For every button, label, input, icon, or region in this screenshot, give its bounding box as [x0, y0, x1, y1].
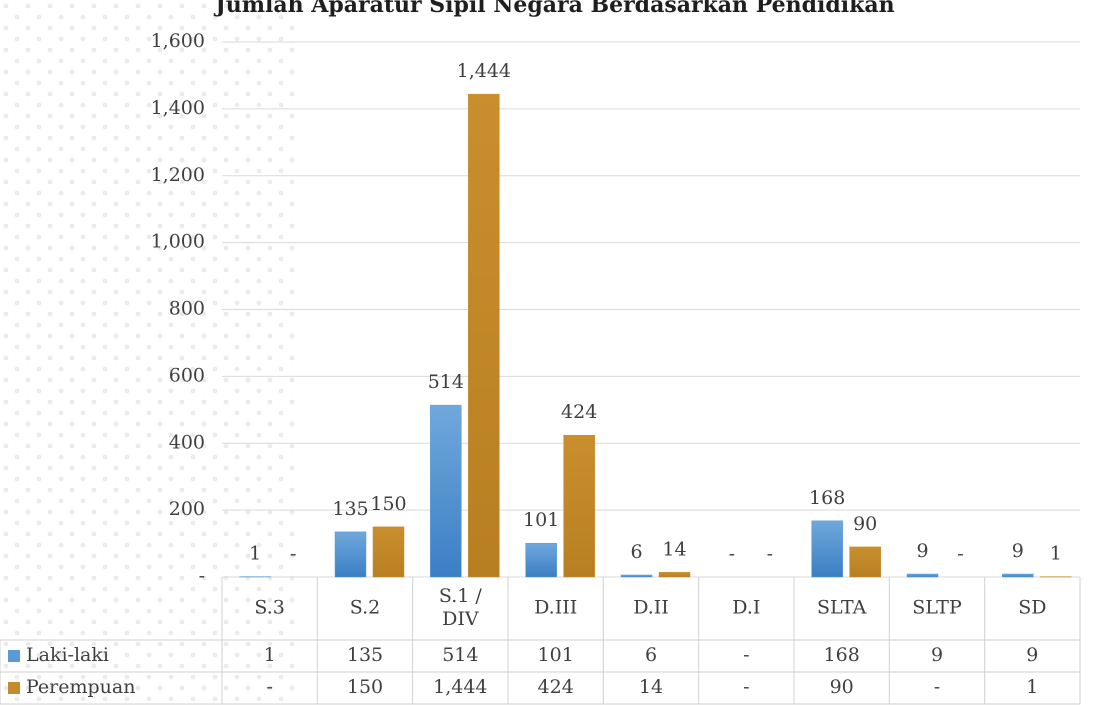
x-tick-label: SD [1018, 597, 1046, 619]
data-label: 1 [249, 543, 261, 565]
legend-swatch [8, 682, 20, 694]
bar [468, 93, 500, 578]
y-tick-label: 400 [169, 431, 205, 453]
y-tick-label: 1,400 [151, 97, 205, 119]
legend-swatch [8, 650, 20, 662]
bar [620, 574, 653, 578]
bar [334, 531, 367, 578]
bar [849, 546, 881, 578]
bar [563, 434, 595, 578]
y-tick-label: 1,200 [151, 164, 205, 186]
legend-label: Perempuan [26, 676, 135, 698]
table-cell: - [743, 676, 749, 698]
legend-label: Laki-laki [26, 644, 109, 666]
y-tick-label: 1,000 [151, 231, 205, 253]
data-label: 514 [428, 371, 464, 393]
data-label: 135 [332, 498, 368, 520]
data-label: 9 [916, 540, 928, 562]
bar [811, 520, 843, 578]
data-label: 150 [370, 493, 406, 515]
table-cell: - [266, 676, 272, 698]
x-tick-label: D.III [534, 597, 577, 619]
y-tick-label: 200 [169, 498, 205, 520]
bar [525, 542, 557, 578]
table-cell: 6 [645, 644, 657, 666]
data-label: 14 [662, 538, 686, 560]
data-label: 1,444 [457, 60, 511, 82]
y-tick-label: 800 [169, 298, 205, 320]
x-tick-label: D.II [633, 597, 669, 619]
data-label: - [729, 543, 735, 565]
y-tick-label: 600 [169, 364, 205, 386]
data-label: 6 [630, 541, 642, 563]
x-tick-label: S.2 [350, 597, 380, 619]
table-cell: 1,444 [433, 676, 487, 698]
table-cell: 90 [830, 676, 854, 698]
table-cell: 168 [824, 644, 860, 666]
table-cell: 101 [538, 644, 574, 666]
table-cell: - [743, 644, 749, 666]
table-cell: 1 [1026, 676, 1038, 698]
x-tick-label: S.1 /DIV [439, 585, 483, 630]
bar [372, 526, 405, 578]
data-label: 101 [523, 509, 559, 531]
table-cell: - [934, 676, 940, 698]
table-cell: 514 [442, 644, 478, 666]
table-cell: 9 [931, 644, 943, 666]
y-tick-label: 1,600 [151, 30, 205, 52]
background-dots [0, 0, 300, 706]
x-tick-label: D.I [732, 597, 760, 619]
data-label: 90 [853, 513, 877, 535]
y-tick-label: - [199, 565, 205, 587]
data-label: - [767, 543, 773, 565]
data-label: 9 [1012, 540, 1024, 562]
bar [658, 572, 691, 578]
table-cell: 1 [264, 644, 276, 666]
table-cell: 9 [1026, 644, 1038, 666]
data-label: 168 [809, 487, 845, 509]
bar [430, 404, 462, 578]
table-cell: 150 [347, 676, 383, 698]
x-tick-label: S.3 [254, 597, 284, 619]
data-label: - [290, 543, 296, 565]
x-tick-label: SLTA [817, 597, 867, 619]
chart-title: Jumlah Aparatur Sipil Negara Berdasarkan… [213, 0, 894, 18]
bar [906, 573, 939, 578]
data-label: 1 [1050, 543, 1062, 565]
data-label: 424 [561, 401, 597, 423]
data-label: - [957, 543, 963, 565]
bar [1002, 573, 1034, 578]
table-cell: 135 [347, 644, 383, 666]
table-cell: 424 [538, 676, 574, 698]
x-tick-label: SLTP [912, 597, 962, 619]
table-cell: 14 [639, 676, 663, 698]
